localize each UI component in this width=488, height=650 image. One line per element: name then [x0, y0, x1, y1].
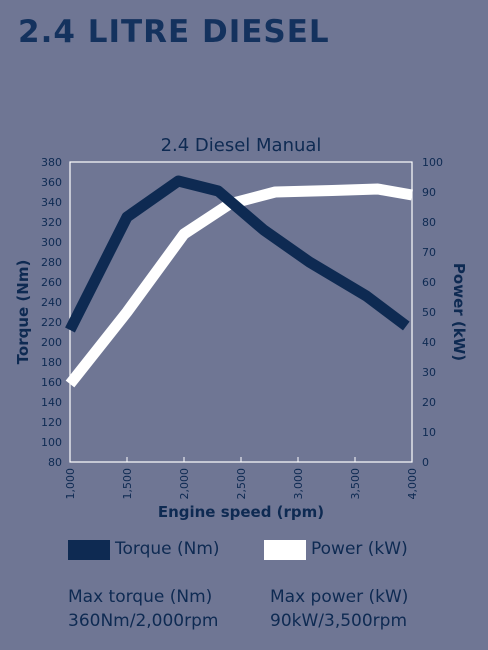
legend-label-torque: Torque (Nm) — [115, 539, 220, 559]
page-heading: 2.4 LITRE DIESEL — [18, 14, 330, 50]
legend-swatch-power — [264, 540, 306, 560]
left-tick-label: 240 — [41, 296, 62, 309]
left-tick-label: 160 — [41, 376, 62, 389]
right-tick-label: 10 — [422, 426, 436, 439]
left-axis-ticks: 80 100 120 140 160 180 200 220 240 260 280 300 320 34… — [41, 156, 62, 469]
x-tick-label: 1,000 — [64, 468, 77, 500]
left-axis-label: Torque (Nm) — [14, 260, 32, 365]
x-tick-label: 3,500 — [349, 468, 362, 500]
left-tick-label: 120 — [41, 416, 62, 429]
max-torque-value: 360Nm/2,000rpm — [68, 611, 219, 631]
left-tick-label: 380 — [41, 156, 62, 169]
max-torque-label: Max torque (Nm) — [68, 587, 213, 607]
right-tick-label: 0 — [422, 456, 429, 469]
x-axis-ticks: 1,000 1,500 2,000 2,500 3,000 3,500 4,000 — [64, 457, 419, 500]
x-tick-label: 2,500 — [235, 468, 248, 500]
right-tick-label: 60 — [422, 276, 436, 289]
left-tick-label: 200 — [41, 336, 62, 349]
right-tick-label: 80 — [422, 216, 436, 229]
left-tick-label: 300 — [41, 236, 62, 249]
x-tick-label: 4,000 — [406, 468, 419, 500]
x-tick-label: 2,000 — [178, 468, 191, 500]
right-axis-label: Power (kW) — [450, 263, 468, 361]
right-tick-label: 100 — [422, 156, 443, 169]
left-tick-label: 140 — [41, 396, 62, 409]
legend-label-power: Power (kW) — [311, 539, 408, 559]
right-tick-label: 40 — [422, 336, 436, 349]
right-tick-label: 20 — [422, 396, 436, 409]
series-line-torque — [65, 175, 410, 333]
left-tick-label: 280 — [41, 256, 62, 269]
left-tick-label: 180 — [41, 356, 62, 369]
x-axis-label: Engine speed (rpm) — [158, 503, 324, 521]
right-tick-label: 70 — [422, 246, 436, 259]
right-tick-label: 50 — [422, 306, 436, 319]
max-power-value: 90kW/3,500rpm — [270, 611, 408, 631]
left-tick-label: 360 — [41, 176, 62, 189]
right-tick-label: 30 — [422, 366, 436, 379]
left-tick-label: 340 — [41, 196, 62, 209]
right-axis-ticks: 0 10 20 30 40 50 60 70 80 90 100 — [422, 156, 443, 469]
legend-swatch-torque — [68, 540, 110, 560]
max-power-label: Max power (kW) — [270, 587, 409, 607]
left-tick-label: 320 — [41, 216, 62, 229]
right-tick-label: 90 — [422, 186, 436, 199]
left-tick-label: 220 — [41, 316, 62, 329]
series-layer — [65, 175, 413, 388]
chart-title: 2.4 Diesel Manual — [161, 135, 322, 156]
left-tick-label: 260 — [41, 276, 62, 289]
left-tick-label: 100 — [41, 436, 62, 449]
series-line-power — [65, 183, 413, 388]
left-tick-label: 80 — [48, 456, 62, 469]
x-tick-label: 3,000 — [292, 468, 305, 500]
x-tick-label: 1,500 — [121, 468, 134, 500]
